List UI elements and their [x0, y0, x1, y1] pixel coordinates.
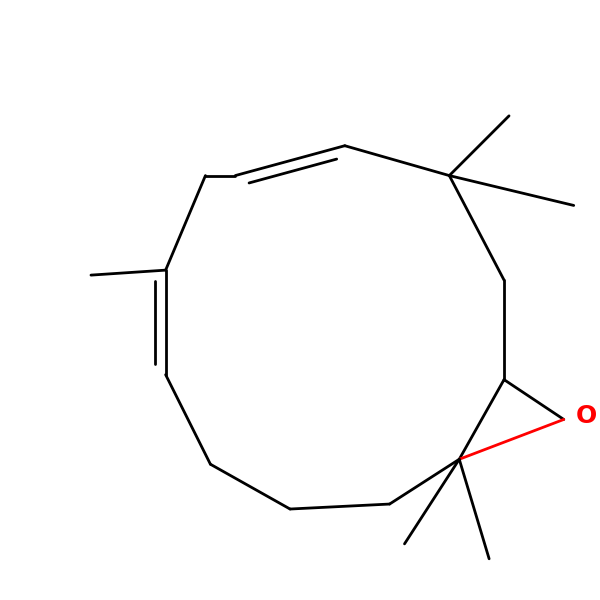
Text: O: O: [576, 404, 597, 428]
